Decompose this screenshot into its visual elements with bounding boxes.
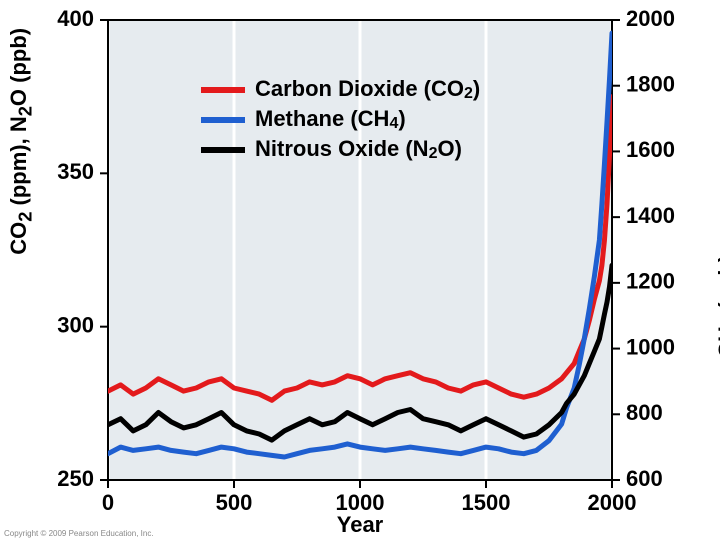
- chart-svg: 0500100015002000250300350400600800100012…: [0, 0, 720, 540]
- y-axis-left-label: CO2 (ppm), N2O (ppb): [6, 28, 36, 255]
- y-right-tick-label: 1600: [626, 137, 675, 162]
- legend-entry: Carbon Dioxide (CO2): [255, 76, 480, 102]
- y-left-tick-label: 300: [57, 312, 94, 337]
- y-right-tick-label: 800: [626, 400, 663, 425]
- y-left-tick-label: 250: [57, 466, 94, 491]
- copyright-text: Copyright © 2009 Pearson Education, Inc.: [4, 529, 154, 538]
- greenhouse-gas-chart: 0500100015002000250300350400600800100012…: [0, 0, 720, 540]
- y-right-tick-label: 1200: [626, 269, 675, 294]
- y-axis-right-label: CH4 (ppb): [714, 255, 720, 358]
- y-right-tick-label: 1800: [626, 72, 675, 97]
- y-right-tick-label: 1000: [626, 334, 675, 359]
- y-right-tick-label: 1400: [626, 203, 675, 228]
- y-right-tick-label: 600: [626, 466, 663, 491]
- y-left-tick-label: 400: [57, 6, 94, 31]
- y-left-tick-label: 350: [57, 159, 94, 184]
- y-right-tick-label: 2000: [626, 6, 675, 31]
- legend-entry: Methane (CH4): [255, 106, 406, 132]
